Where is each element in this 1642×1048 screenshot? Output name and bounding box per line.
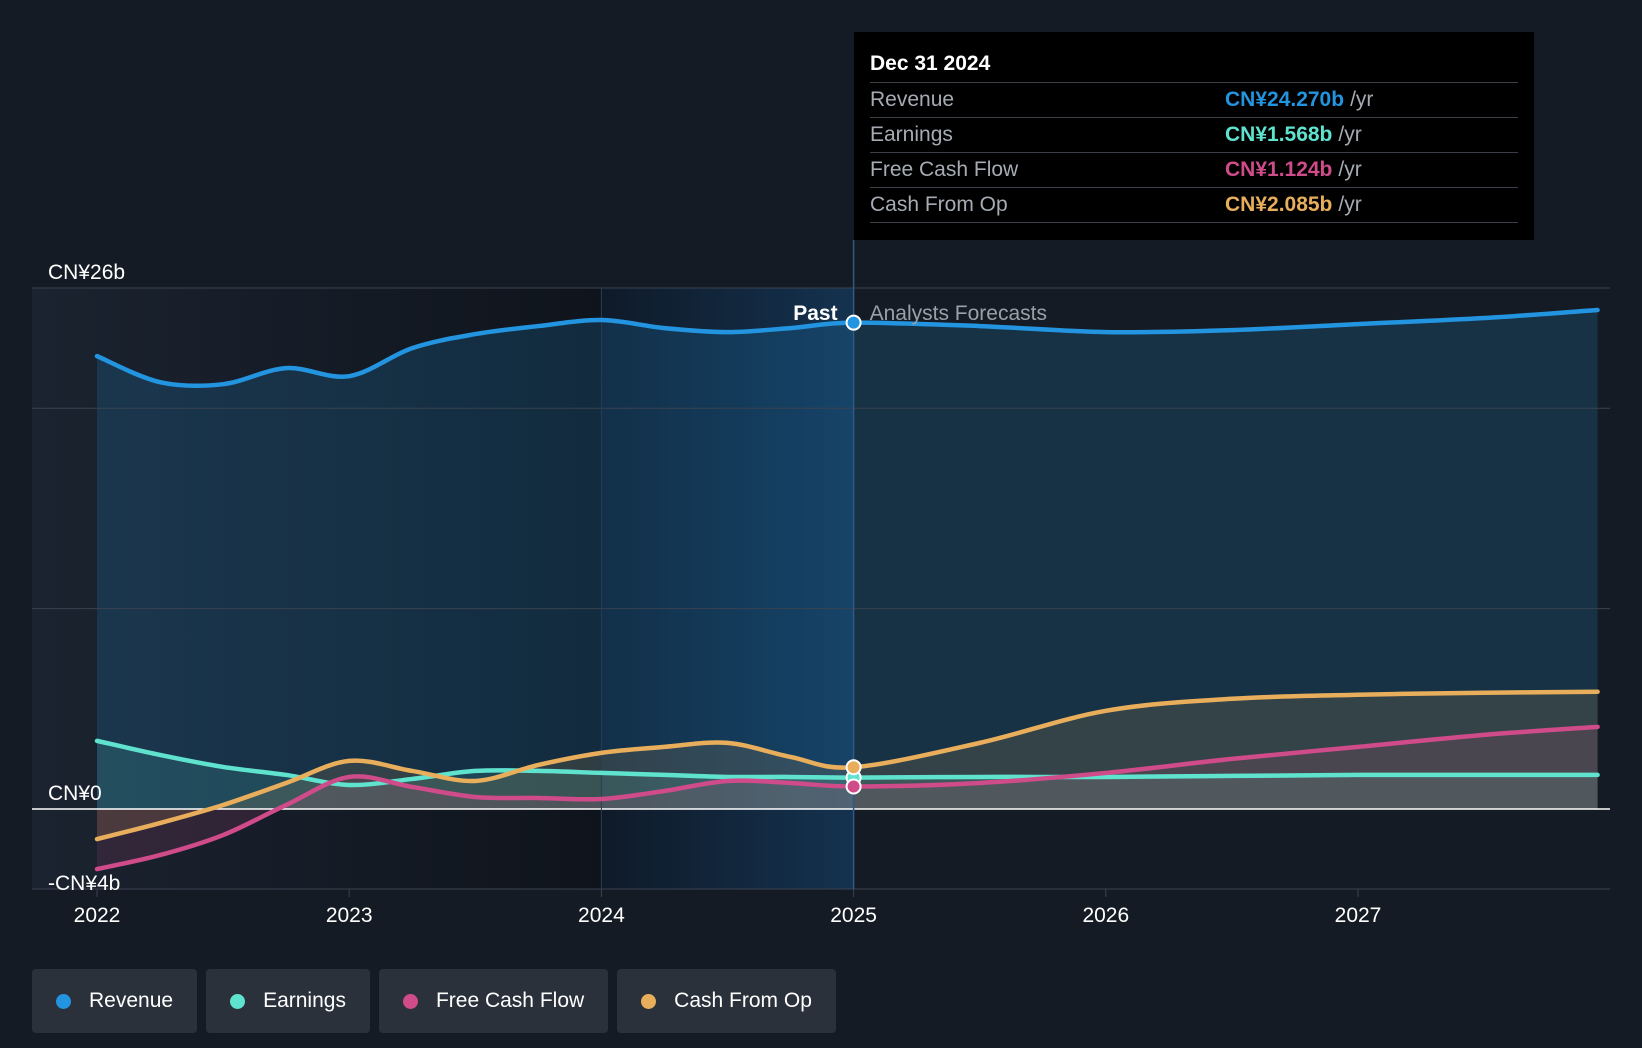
tooltip-row: Earnings CN¥1.568b/yr [870,118,1518,153]
marker-free-cash-flow [845,778,862,795]
tooltip-row-value: CN¥1.568b [1225,123,1333,146]
area-free-cash-flow [97,726,1598,870]
legend-dot-icon [641,993,657,1009]
x-tick-label: 2023 [326,904,373,927]
y-tick-label: CN¥26b [48,261,125,284]
legend-item-free-cash-flow[interactable]: Free Cash Flow [378,969,609,1033]
tooltip-row-unit: /yr [1350,88,1374,111]
tooltip-row-label: Free Cash Flow [870,158,1019,181]
x-tick-label: 2025 [830,904,877,927]
tooltip: Dec 31 2024 Revenue CN¥24.270b/yr Earnings… [854,32,1534,240]
tooltip-row: Cash From Op CN¥2.085b/yr [870,188,1518,223]
tooltip-row-unit: /yr [1338,193,1362,216]
legend-item-revenue[interactable]: Revenue [32,969,198,1033]
x-tick-label: 2022 [74,904,121,927]
tooltip-row-label: Earnings [870,123,953,146]
area-cash-from-op [97,691,1598,840]
legend-item-earnings[interactable]: Earnings [206,969,370,1033]
y-tick-label: -CN¥4b [48,872,120,895]
tooltip-row-label: Revenue [870,88,955,111]
legend-label: Revenue [89,989,174,1012]
line-earnings [94,738,1600,788]
highlight-region [601,288,854,889]
area-revenue [97,310,1598,809]
tooltip-row-value: CN¥1.124b [1225,158,1333,181]
tooltip-row: Free Cash Flow CN¥1.124b/yr [870,153,1518,188]
tooltip-row-value: CN¥24.270b [1225,88,1345,111]
legend-label: Earnings [263,989,346,1012]
tooltip-row-unit: /yr [1338,158,1362,181]
legend: Revenue Earnings Free Cash Flow Cash From O… [32,969,836,1033]
marker-revenue [845,314,862,331]
legend-label: Cash From Op [674,989,812,1012]
line-cash-from-op [94,689,1600,842]
legend-dot-icon [56,993,71,1009]
tooltip-row-unit: /yr [1338,123,1362,146]
tooltip-row-label: Cash From Op [870,193,1008,216]
y-tick-label: CN¥0 [48,782,102,805]
x-tick-label: 2026 [1082,904,1129,927]
tooltip-row-value: CN¥2.085b [1225,193,1333,216]
past-label: Past [793,302,837,325]
marker-cash-from-op [845,759,862,776]
line-revenue [94,307,1600,389]
forecast-label: Analysts Forecasts [870,302,1047,325]
legend-dot-icon [230,993,246,1009]
legend-item-cash-from-op[interactable]: Cash From Op [617,969,836,1033]
line-free-cash-flow [94,724,1600,872]
legend-label: Free Cash Flow [435,989,585,1012]
tooltip-row: Revenue CN¥24.270b/yr [870,83,1518,118]
x-tick-label: 2027 [1335,904,1382,927]
tooltip-date: Dec 31 2024 [870,46,1518,83]
area-earnings [97,740,1598,809]
x-tick-label: 2024 [578,904,625,927]
legend-dot-icon [402,993,418,1009]
